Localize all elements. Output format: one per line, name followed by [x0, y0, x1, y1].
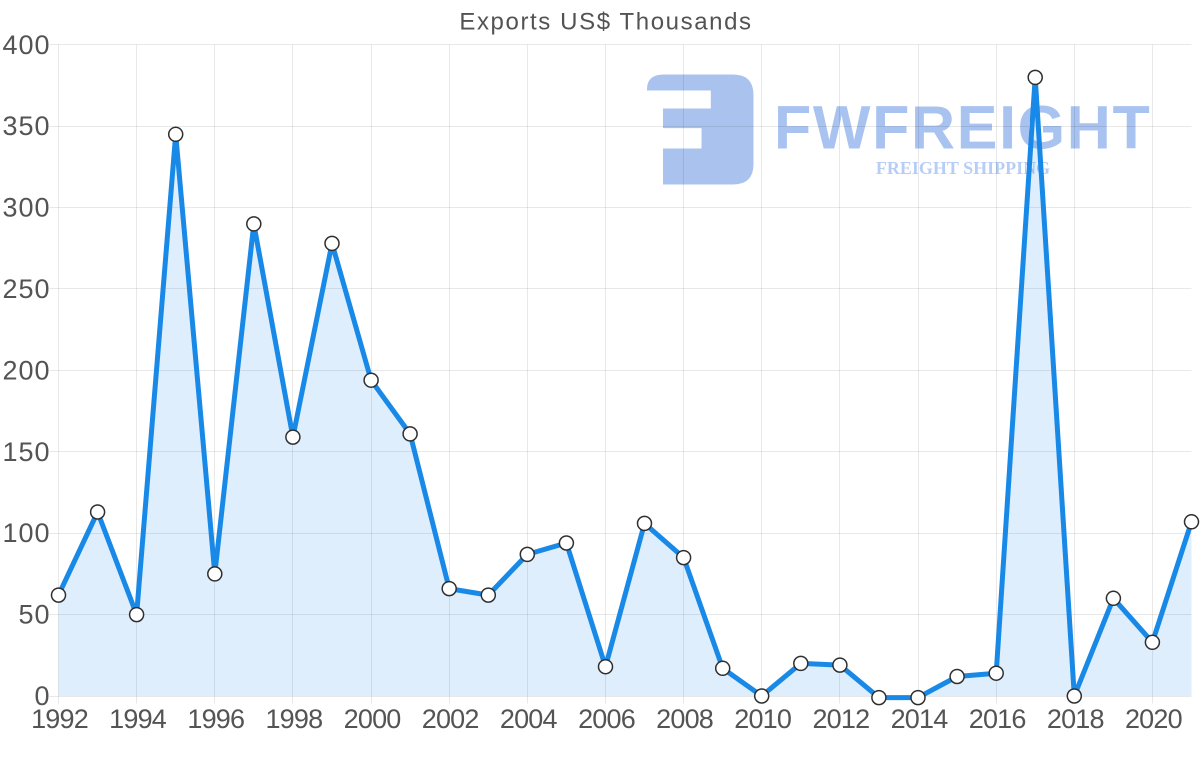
- svg-text:2010: 2010: [734, 704, 791, 734]
- svg-text:150: 150: [2, 437, 50, 467]
- svg-text:2014: 2014: [891, 704, 949, 734]
- svg-text:2020: 2020: [1125, 704, 1182, 734]
- svg-text:400: 400: [2, 30, 50, 60]
- svg-text:2004: 2004: [500, 704, 558, 734]
- svg-text:FREIGHT SHIPPING: FREIGHT SHIPPING: [876, 158, 1050, 178]
- svg-text:2018: 2018: [1047, 704, 1104, 734]
- svg-text:250: 250: [2, 274, 50, 304]
- svg-text:2006: 2006: [578, 704, 635, 734]
- svg-text:1998: 1998: [265, 704, 322, 734]
- svg-text:Exports US$ Thousands: Exports US$ Thousands: [459, 9, 752, 36]
- svg-text:FWFREIGHT: FWFREIGHT: [774, 94, 1151, 162]
- svg-text:350: 350: [2, 111, 50, 141]
- svg-text:2016: 2016: [969, 704, 1026, 734]
- svg-text:100: 100: [2, 518, 50, 548]
- svg-text:1994: 1994: [109, 704, 167, 734]
- svg-text:2012: 2012: [812, 704, 869, 734]
- svg-text:1992: 1992: [31, 704, 88, 734]
- svg-text:0: 0: [34, 681, 50, 711]
- svg-text:1996: 1996: [187, 704, 244, 734]
- svg-text:300: 300: [2, 193, 50, 223]
- svg-text:2000: 2000: [344, 704, 401, 734]
- svg-text:2008: 2008: [656, 704, 713, 734]
- svg-text:200: 200: [2, 355, 50, 385]
- svg-text:50: 50: [18, 600, 50, 630]
- svg-text:2002: 2002: [422, 704, 479, 734]
